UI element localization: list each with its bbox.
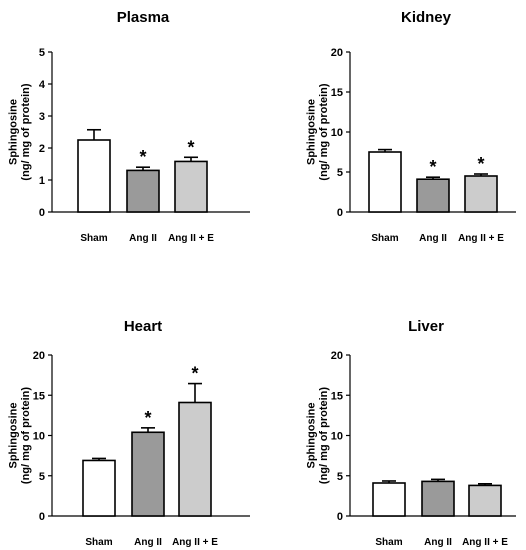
y-tick-label: 10	[33, 431, 45, 443]
y-tick-label: 20	[331, 47, 343, 59]
x-category-label: Ang II	[134, 537, 162, 548]
y-tick-label: 15	[33, 390, 45, 402]
y-axis-label-line: (ng/ mg of protein)	[20, 387, 32, 484]
chart-panel-kidney: Kidney Sphingosine(ng/ mg of protein) 0 5 10…	[305, 9, 516, 244]
bar-ang-ii-e	[464, 175, 498, 213]
y-tick-label: 20	[33, 350, 45, 362]
significance-marker: *	[429, 157, 436, 177]
x-category-label: Ang II	[419, 233, 447, 244]
y-tick-label: 0	[337, 511, 343, 523]
chart-panel-heart: Heart Sphingosine(ng/ mg of protein) 0 5 10 1…	[7, 318, 250, 548]
y-axis-label-line: Sphingosine	[7, 403, 19, 469]
bar-ang-ii	[421, 480, 455, 517]
y-axis-label-line: (ng/ mg of protein)	[20, 83, 32, 180]
x-category-label: Sham	[371, 233, 398, 244]
y-axis-label-line: (ng/ mg of protein)	[318, 83, 330, 180]
x-category-label: Ang II + E	[172, 537, 218, 548]
y-tick-label: 0	[39, 511, 45, 523]
bar-sham	[368, 151, 402, 213]
x-category-label: Sham	[375, 537, 402, 548]
bar-sham	[82, 459, 116, 517]
y-tick-label: 1	[39, 175, 45, 187]
significance-marker: *	[187, 137, 194, 157]
y-tick-label: 10	[331, 431, 343, 443]
x-category-label: Ang II + E	[168, 233, 214, 244]
y-tick-label: 5	[39, 471, 45, 483]
bar-sham	[372, 482, 406, 517]
chart-title: Liver	[408, 318, 444, 335]
y-axis-label: Sphingosine(ng/ mg of protein)	[7, 387, 32, 484]
significance-marker: *	[191, 364, 198, 384]
x-category-label: Ang II	[424, 537, 452, 548]
y-axis-label: Sphingosine(ng/ mg of protein)	[7, 83, 32, 180]
bar-ang-ii	[131, 431, 165, 517]
bar-ang-ii-e	[178, 401, 212, 517]
chart-title: Plasma	[117, 9, 170, 26]
bar-ang-ii	[126, 169, 160, 213]
bar-ang-ii-e	[174, 160, 208, 213]
y-axis-label-line: Sphingosine	[305, 403, 317, 469]
bar-sham	[77, 139, 111, 213]
x-category-label: Sham	[80, 233, 107, 244]
x-category-label: Ang II + E	[462, 537, 508, 548]
bar-ang-ii	[416, 178, 450, 213]
x-category-label: Ang II	[129, 233, 157, 244]
significance-marker: *	[477, 154, 484, 174]
y-axis-label: Sphingosine(ng/ mg of protein)	[305, 83, 330, 180]
y-axis-label: Sphingosine(ng/ mg of protein)	[305, 387, 330, 484]
y-tick-label: 5	[337, 167, 343, 179]
y-tick-label: 10	[331, 127, 343, 139]
y-tick-label: 20	[331, 350, 343, 362]
chart-panel-liver: Liver Sphingosine(ng/ mg of protein) 0 5 10 1…	[305, 318, 516, 548]
chart-title: Kidney	[401, 9, 452, 26]
y-tick-label: 5	[337, 471, 343, 483]
x-category-label: Sham	[85, 537, 112, 548]
y-axis-label-line: Sphingosine	[7, 99, 19, 165]
y-tick-label: 0	[337, 207, 343, 219]
y-tick-label: 5	[39, 47, 45, 59]
chart-panel-plasma: Plasma Sphingosine(ng/ mg of protein) 0 1 2 3…	[7, 9, 250, 244]
y-tick-label: 2	[39, 143, 45, 155]
chart-title: Heart	[124, 318, 162, 335]
significance-marker: *	[139, 147, 146, 167]
y-axis-label-line: Sphingosine	[305, 99, 317, 165]
y-tick-label: 4	[39, 79, 46, 91]
significance-marker: *	[144, 408, 151, 428]
x-category-label: Ang II + E	[458, 233, 504, 244]
y-axis-label-line: (ng/ mg of protein)	[318, 387, 330, 484]
y-tick-label: 15	[331, 87, 343, 99]
y-tick-label: 0	[39, 207, 45, 219]
bar-ang-ii-e	[468, 484, 502, 517]
y-tick-label: 3	[39, 111, 45, 123]
y-tick-label: 15	[331, 390, 343, 402]
